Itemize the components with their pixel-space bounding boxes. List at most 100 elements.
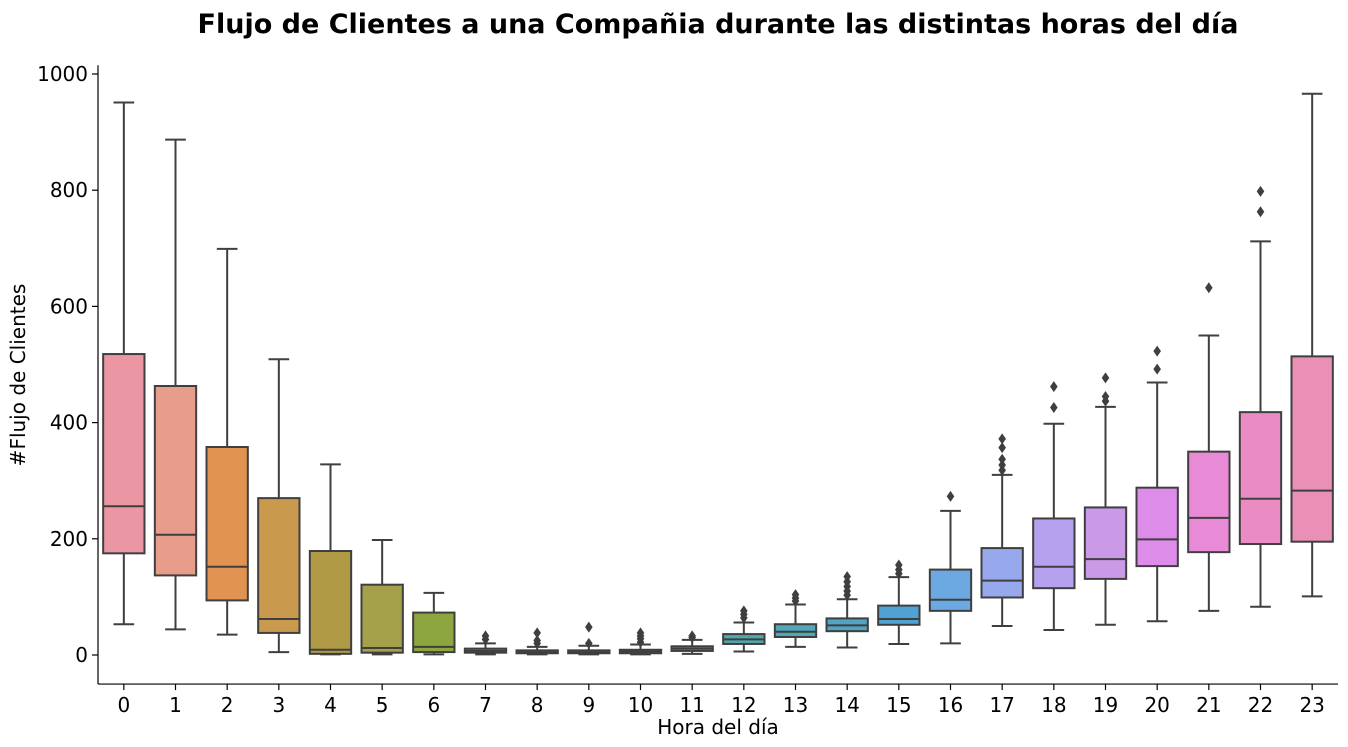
box-hour-13 xyxy=(773,589,818,648)
x-tick-label: 2 xyxy=(221,693,234,717)
x-tick-label: 7 xyxy=(479,693,492,717)
x-tick-label: 12 xyxy=(731,693,756,717)
x-tick-label: 16 xyxy=(938,693,963,717)
box-iqr xyxy=(1135,486,1179,568)
box-iqr xyxy=(308,550,353,655)
box-hour-15 xyxy=(877,559,921,645)
box-iqr xyxy=(1187,450,1231,554)
box-hour-7 xyxy=(463,630,508,656)
chart-title: Flujo de Clientes a una Compañia durante… xyxy=(198,9,1239,40)
box-hour-2 xyxy=(205,247,249,636)
y-axis-title: #Flujo de Clientes xyxy=(6,284,30,467)
outlier-point xyxy=(585,621,593,633)
x-tick-label: 10 xyxy=(628,693,653,717)
x-tick-label: 14 xyxy=(834,693,859,717)
x-tick-label: 19 xyxy=(1093,693,1118,717)
outlier-point xyxy=(998,442,1006,454)
box-hour-10 xyxy=(618,627,663,656)
outlier-point xyxy=(533,627,541,639)
x-tick-label: 22 xyxy=(1248,693,1273,717)
box-iqr xyxy=(773,623,818,638)
outlier-point xyxy=(998,433,1006,445)
box-hour-8 xyxy=(515,627,559,656)
outlier-point xyxy=(585,637,593,649)
outlier-point xyxy=(636,627,645,639)
box-hour-17 xyxy=(980,433,1024,627)
x-tick-label: 0 xyxy=(117,693,130,717)
y-tick-label: 0 xyxy=(75,643,88,667)
x-tick-label: 11 xyxy=(679,693,704,717)
y-tick-label: 600 xyxy=(50,294,88,318)
box-hour-1 xyxy=(153,138,198,631)
box-iqr xyxy=(1290,355,1334,543)
box-hour-18 xyxy=(1032,381,1076,632)
x-tick-label: 9 xyxy=(582,693,595,717)
x-tick-label: 20 xyxy=(1144,693,1169,717)
outlier-point xyxy=(1256,185,1265,197)
box-hour-9 xyxy=(567,621,611,656)
outlier-point xyxy=(1205,282,1213,294)
x-tick-label: 18 xyxy=(1041,693,1066,717)
axes-layer: 0 1 2 3 4 5 6 7 8 9 10 11 12 13 14 15 16 17 18 19 20 21 22 2302… xyxy=(37,62,1338,717)
box-hour-20 xyxy=(1135,345,1179,623)
outlier-point xyxy=(481,630,490,642)
outlier-point xyxy=(791,589,800,601)
x-tick-label: 17 xyxy=(989,693,1014,717)
box-hour-11 xyxy=(670,630,714,655)
box-iqr xyxy=(980,547,1024,599)
box-hour-12 xyxy=(722,605,766,653)
box-hour-19 xyxy=(1083,372,1128,626)
outlier-point xyxy=(946,490,955,502)
box-iqr xyxy=(928,568,973,612)
y-tick-label: 800 xyxy=(50,178,88,202)
x-tick-label: 13 xyxy=(783,693,808,717)
outlier-point xyxy=(1256,206,1265,218)
box-iqr xyxy=(102,353,146,555)
box-iqr xyxy=(1238,411,1283,546)
y-tick-label: 400 xyxy=(50,411,88,435)
x-tick-label: 21 xyxy=(1196,693,1221,717)
outlier-point xyxy=(1153,345,1161,357)
box-hour-5 xyxy=(360,538,404,656)
outlier-point xyxy=(843,571,851,583)
outlier-point xyxy=(1153,363,1161,375)
boxes-layer xyxy=(102,92,1334,656)
x-tick-label: 5 xyxy=(376,693,389,717)
outlier-point xyxy=(688,630,696,642)
x-tick-label: 4 xyxy=(324,693,337,717)
x-tick-label: 3 xyxy=(272,693,285,717)
box-iqr xyxy=(153,384,198,577)
box-hour-21 xyxy=(1187,282,1231,612)
box-iqr xyxy=(205,446,249,602)
outlier-point xyxy=(895,559,903,571)
box-hour-14 xyxy=(825,571,869,649)
x-tick-label: 23 xyxy=(1299,693,1324,717)
outlier-point xyxy=(740,605,748,617)
outlier-point xyxy=(998,459,1006,471)
outlier-point xyxy=(998,453,1006,465)
box-hour-16 xyxy=(928,490,973,645)
outlier-point xyxy=(533,634,541,646)
box-hour-4 xyxy=(308,463,353,656)
box-iqr xyxy=(360,583,404,654)
box-hour-3 xyxy=(257,358,301,654)
x-tick-label: 1 xyxy=(169,693,182,717)
outlier-point xyxy=(1050,381,1058,393)
box-iqr xyxy=(257,497,301,634)
box-iqr xyxy=(877,604,921,626)
box-hour-22 xyxy=(1238,185,1283,608)
y-tick-label: 1000 xyxy=(37,62,88,86)
box-hour-0 xyxy=(102,101,146,626)
y-tick-label: 200 xyxy=(50,527,88,551)
box-hour-23 xyxy=(1290,92,1334,598)
outlier-point xyxy=(1101,372,1110,384)
x-axis-title: Hora del día xyxy=(657,715,779,739)
x-tick-label: 6 xyxy=(427,693,440,717)
box-iqr xyxy=(412,611,456,654)
outlier-point xyxy=(1050,401,1058,413)
box-iqr xyxy=(1083,506,1128,580)
box-iqr xyxy=(1032,517,1076,590)
box-hour-6 xyxy=(412,591,456,656)
